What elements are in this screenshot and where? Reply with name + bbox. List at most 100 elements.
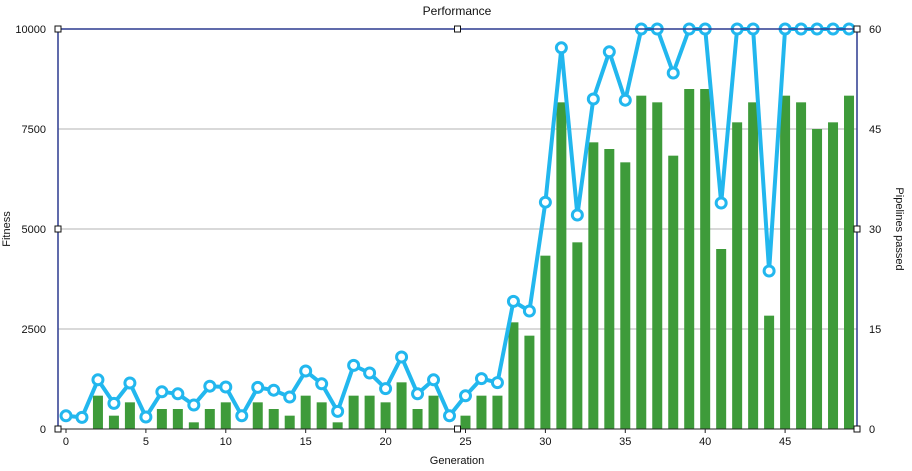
bar-gen-26 [476,395,487,429]
bar-gen-22 [412,409,423,429]
bar-gen-25 [460,415,471,429]
bar-gen-48 [828,122,839,429]
x-tick-label-30: 30 [539,436,551,448]
axes [54,25,861,433]
fitness-point-gen-16 [315,377,329,391]
x-tick-label-35: 35 [619,436,631,448]
fitness-point-gen-27 [490,376,504,390]
fitness-point-gen-35 [618,93,632,107]
fitness-point-gen-41 [714,196,728,210]
bar-gen-38 [668,155,679,429]
fitness-line [65,27,849,420]
fitness-point-gen-12 [251,380,265,394]
x-tick-label-5: 5 [143,436,149,448]
bar-gen-35 [620,162,631,430]
bar-gen-27 [492,395,503,429]
selection-handle-0 [54,25,62,33]
x-tick-label-15: 15 [300,436,312,448]
bar-gen-8 [188,422,199,429]
x-tick-label-45: 45 [779,436,791,448]
fitness-point-gen-9 [203,379,217,393]
fitness-point-gen-25 [458,389,472,403]
bar-gen-41 [716,249,727,429]
y-tick-label-2500: 2500 [22,324,46,336]
bar-gen-12 [252,402,263,429]
fitness-point-gen-18 [347,358,361,372]
x-tick-label-0: 0 [63,436,69,448]
bar-gen-3 [108,415,119,429]
bar-gen-16 [316,402,327,429]
y2-tick-label-45: 45 [869,124,881,136]
bar-gen-7 [172,409,183,429]
bar-gen-29 [524,335,535,429]
bar-gen-19 [364,395,375,429]
y2-axis-title: Pipelines passed [893,187,905,270]
bar-gen-44 [764,315,775,429]
bar-gen-36 [636,95,647,430]
bar-gen-34 [604,149,615,429]
bar-gen-6 [156,409,167,429]
y2-tick-label-60: 60 [869,24,881,36]
fitness-point-gen-21 [395,350,409,364]
chart-title: Performance [423,4,492,18]
bar-gen-20 [380,402,391,429]
fitness-point-gen-19 [363,366,377,380]
y2-tick-label-30: 30 [869,224,881,236]
fitness-point-gen-5 [139,410,153,424]
fitness-point-gen-1 [75,410,89,424]
fitness-point-gen-30 [538,195,552,209]
fitness-point-gen-38 [666,66,680,80]
bar-gen-2 [92,395,103,429]
y2-tick-label-15: 15 [869,324,881,336]
fitness-point-gen-26 [474,372,488,386]
y-tick-label-0: 0 [40,424,46,436]
bar-gen-28 [508,322,519,429]
fitness-point-gen-15 [299,364,313,378]
bar-gen-39 [684,89,695,429]
bar-gen-14 [284,415,295,429]
fitness-point-gen-32 [570,208,584,222]
fitness-point-gen-33 [586,92,600,106]
bar-gen-13 [268,409,279,429]
fitness-point-gen-34 [602,45,616,59]
selection-handle-7 [853,425,861,433]
fitness-point-gen-23 [427,373,441,387]
fitness-point-gen-2 [91,373,105,387]
fitness-point-gen-7 [171,387,185,401]
bar-gen-4 [124,402,135,429]
tick-labels: 0 5 10 15 20 25 30 35 40 45 0 2500 5000 7500 10000 0 15 3… [15,24,881,448]
bar-gen-10 [220,402,231,429]
bar-gen-31 [556,102,567,429]
bar-gen-33 [588,142,599,430]
y-tick-label-7500: 7500 [22,124,46,136]
fitness-point-gen-14 [283,390,297,404]
fitness-point-gen-44 [762,264,776,278]
fitness-point-gen-22 [411,387,425,401]
bar-gen-17 [332,422,343,429]
fitness-point-gen-20 [379,382,393,396]
fitness-point-gen-10 [219,380,233,394]
y2-tick-label-0: 0 [869,424,875,436]
x-tick-label-40: 40 [699,436,711,448]
bar-gen-43 [748,102,759,429]
selection-handle-2 [853,25,861,33]
selection-handle-6 [454,425,461,433]
selection-handle-4 [853,225,861,233]
fitness-point-gen-6 [155,385,169,399]
x-tick-label-20: 20 [379,436,391,448]
fitness-point-gen-28 [506,294,520,308]
y-tick-label-10000: 10000 [15,24,46,36]
bar-gen-18 [348,395,359,429]
bar-gen-9 [204,409,215,429]
fitness-point-gen-29 [522,304,536,318]
bar-gen-45 [780,95,791,430]
x-axis-title: Generation [430,455,484,467]
bar-gen-42 [732,122,743,429]
fitness-point-gen-24 [443,409,457,423]
bar-gen-23 [428,395,439,429]
y-tick-label-5000: 5000 [22,224,46,236]
bar-gen-37 [652,102,663,429]
fitness-point-gen-11 [235,409,249,423]
fitness-point-gen-0 [59,409,73,423]
